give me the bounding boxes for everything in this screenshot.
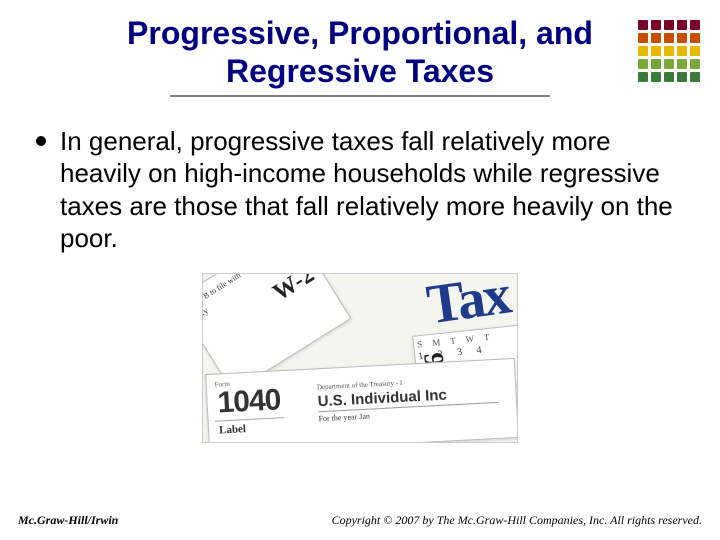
bullet-item: In general, progressive taxes fall relat… [0, 97, 720, 255]
decorative-dot [651, 20, 661, 30]
decorative-dot [677, 20, 687, 30]
decorative-dot [651, 33, 661, 43]
decorative-dot [638, 33, 648, 43]
footer-publisher: Mc.Graw-Hill/Irwin [18, 513, 118, 528]
tax-forms-image: W-2 Copy B to file with City Tax S M T W… [202, 273, 518, 443]
decorative-dot [677, 46, 687, 56]
decorative-dot [638, 46, 648, 56]
decorative-dot [664, 33, 674, 43]
decorative-dot [677, 33, 687, 43]
form-1040: 1040 [217, 383, 281, 420]
decorative-dot [651, 72, 661, 82]
bullet-text: In general, progressive taxes fall relat… [60, 125, 684, 255]
decorative-dot [677, 72, 687, 82]
decorative-dot [638, 59, 648, 69]
decorative-dot-grid [638, 20, 700, 82]
decorative-dot [664, 46, 674, 56]
copy-text: Copy B to file with [202, 273, 242, 311]
w2-label: W-2 [269, 273, 320, 307]
decorative-dot [664, 59, 674, 69]
footer: Mc.Graw-Hill/Irwin Copyright © 2007 by T… [0, 513, 720, 528]
decorative-dot [651, 46, 661, 56]
decorative-dot [690, 46, 700, 56]
label-text: Label [219, 423, 246, 436]
bullet-marker [36, 136, 46, 146]
slide-title: Progressive, Proportional, and Regressiv… [0, 0, 720, 91]
decorative-dot [690, 59, 700, 69]
decorative-dot [677, 59, 687, 69]
decorative-dot [690, 33, 700, 43]
decorative-dot [638, 20, 648, 30]
decorative-dot [638, 72, 648, 82]
decorative-dot [664, 20, 674, 30]
city-text: City [202, 305, 210, 322]
decorative-dot [690, 72, 700, 82]
decorative-dot [664, 72, 674, 82]
footer-copyright: Copyright © 2007 by The Mc.Graw-Hill Com… [332, 513, 702, 528]
decorative-dot [651, 59, 661, 69]
decorative-dot [690, 20, 700, 30]
